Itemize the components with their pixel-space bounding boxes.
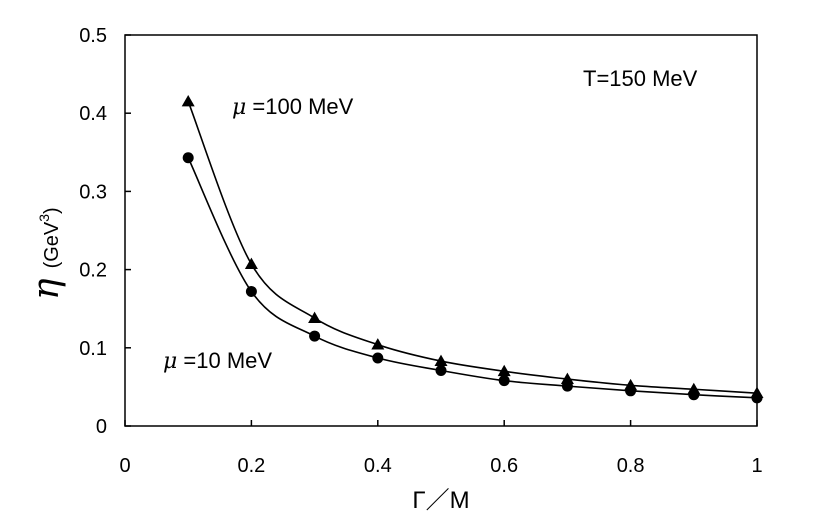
- plot-frame: [124, 34, 758, 427]
- y-axis-unit-exponent: 3: [36, 214, 52, 222]
- y-axis-label: η (GeV3): [26, 207, 67, 300]
- data-point-circle: [309, 330, 321, 342]
- data-point-circle: [688, 389, 700, 401]
- y-tick-label: 0.4: [79, 103, 107, 125]
- data-point-circle: [498, 375, 510, 387]
- data-point-circle: [561, 380, 573, 392]
- series-line-mu-10: [187, 157, 758, 399]
- y-tick-label: 0: [96, 416, 107, 438]
- label-mu-10-symbol: μ: [163, 349, 177, 374]
- x-tick-label: 0.8: [617, 455, 645, 477]
- data-point-triangle: [371, 338, 385, 350]
- annotation-temperature: T=150 MeV: [583, 66, 698, 91]
- data-point-circle: [245, 285, 257, 297]
- x-axis-label: Γ／M: [412, 487, 469, 514]
- label-mu-100-text: =100 MeV: [246, 94, 353, 119]
- x-tick-label: 0: [119, 455, 130, 477]
- label-mu-10: μ =10 MeV: [163, 348, 272, 374]
- x-tick-label: 1: [751, 455, 762, 477]
- x-tick-label: 0.2: [237, 455, 265, 477]
- y-tick-label: 0.1: [79, 338, 107, 360]
- svg-text:η(GeV3): η (GeV3): [26, 207, 67, 300]
- data-point-triangle: [560, 372, 574, 384]
- data-point-triangle: [497, 364, 511, 377]
- label-mu-100-symbol: μ: [232, 95, 246, 120]
- x-tick-label: 0.6: [490, 455, 518, 477]
- series-line-mu-100: [187, 101, 758, 394]
- data-point-circle: [182, 152, 194, 164]
- y-tick-label: 0.2: [79, 260, 107, 282]
- series-layer: [181, 94, 764, 404]
- y-tick-label: 0.5: [79, 25, 107, 47]
- data-point-circle: [372, 352, 384, 364]
- y-axis-symbol: η: [26, 278, 67, 300]
- y-axis-unit: (GeV: [41, 221, 63, 268]
- y-tick-label: 0.3: [79, 181, 107, 203]
- data-point-circle: [625, 385, 637, 397]
- y-axis-unit-close: ): [41, 207, 63, 214]
- y-axis-ticks: 0 0.1 0.2 0.3 0.4 0.5: [79, 25, 131, 438]
- data-point-circle: [435, 364, 447, 376]
- data-point-triangle: [434, 354, 448, 366]
- x-tick-label: 0.4: [364, 455, 392, 477]
- label-mu-10-text: =10 MeV: [177, 348, 272, 373]
- data-point-circle: [751, 392, 763, 404]
- data-point-triangle: [308, 311, 322, 323]
- label-mu-100: μ =100 MeV: [232, 94, 354, 120]
- data-point-triangle: [244, 257, 258, 270]
- data-point-triangle: [181, 94, 195, 107]
- x-axis-ticks: 0 0.2 0.4 0.6 0.8 1: [119, 420, 763, 477]
